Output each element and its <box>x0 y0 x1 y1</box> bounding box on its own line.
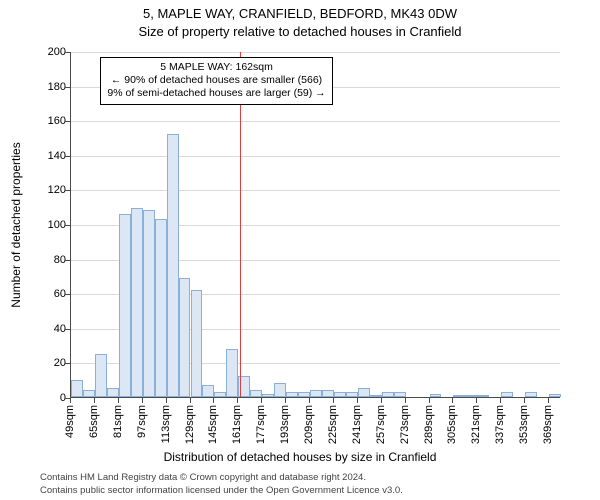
plot-area: 5 MAPLE WAY: 162sqm ← 90% of detached ho… <box>70 52 560 398</box>
annotation-line-3: 9% of semi-detached houses are larger (5… <box>107 87 325 100</box>
x-tick-label: 129sqm <box>184 405 196 444</box>
gridline <box>71 156 560 157</box>
x-tick-label: 337sqm <box>494 405 506 444</box>
x-tick-label: 113sqm <box>160 405 172 443</box>
histogram-bar <box>549 394 561 397</box>
x-tick-label: 273sqm <box>399 405 411 444</box>
y-tick-label: 160 <box>26 115 66 127</box>
histogram-bar <box>167 134 179 397</box>
histogram-bar <box>107 388 119 397</box>
annotation-line-1: 5 MAPLE WAY: 162sqm <box>107 61 325 74</box>
gridline <box>71 121 560 122</box>
histogram-bar <box>298 392 310 397</box>
y-tick-label: 80 <box>26 254 66 266</box>
histogram-bar <box>525 392 537 397</box>
histogram-bar <box>274 383 286 397</box>
histogram-bar <box>501 392 513 397</box>
y-tick-label: 180 <box>26 81 66 93</box>
y-tick-label: 0 <box>26 392 66 404</box>
x-tick-label: 193sqm <box>279 405 291 444</box>
gridline <box>71 52 560 53</box>
y-tick-label: 140 <box>26 150 66 162</box>
address-title: 5, MAPLE WAY, CRANFIELD, BEDFORD, MK43 0… <box>0 6 600 21</box>
histogram-bar <box>202 385 214 397</box>
histogram-bar <box>83 390 95 397</box>
histogram-bar <box>382 392 394 397</box>
histogram-bar <box>358 388 370 397</box>
x-tick-label: 257sqm <box>375 405 387 444</box>
x-tick-label: 353sqm <box>518 405 530 444</box>
histogram-bar <box>322 390 334 397</box>
y-tick-label: 120 <box>26 184 66 196</box>
histogram-bar <box>370 395 382 397</box>
histogram-bar <box>334 392 346 397</box>
y-tick-label: 200 <box>26 46 66 58</box>
y-tick-label: 40 <box>26 323 66 335</box>
histogram-bar <box>95 354 107 397</box>
footnote-licence: Contains public sector information licen… <box>40 485 403 496</box>
x-tick-label: 369sqm <box>542 405 554 444</box>
histogram-bar <box>226 349 238 397</box>
annotation-box: 5 MAPLE WAY: 162sqm ← 90% of detached ho… <box>100 57 332 104</box>
histogram-bar <box>430 394 442 397</box>
x-tick-label: 305sqm <box>446 405 458 444</box>
histogram-bar <box>155 219 167 397</box>
chart-title: Size of property relative to detached ho… <box>0 24 600 39</box>
histogram-bar <box>262 394 274 397</box>
x-tick-label: 241sqm <box>351 405 363 444</box>
y-axis-label: Number of detached properties <box>9 142 23 307</box>
x-tick-label: 225sqm <box>327 405 339 444</box>
histogram-bar <box>453 395 465 397</box>
histogram-bar <box>191 290 203 397</box>
x-tick-label: 209sqm <box>303 405 315 444</box>
histogram-bar <box>143 210 155 397</box>
histogram-bar <box>394 392 406 397</box>
x-tick-label: 49sqm <box>64 405 76 438</box>
histogram-bar <box>131 208 143 397</box>
x-tick-label: 321sqm <box>470 405 482 444</box>
x-tick-label: 161sqm <box>231 405 243 444</box>
annotation-line-2: ← 90% of detached houses are smaller (56… <box>107 74 325 87</box>
gridline <box>71 190 560 191</box>
x-tick-label: 81sqm <box>112 405 124 438</box>
chart-container: 5, MAPLE WAY, CRANFIELD, BEDFORD, MK43 0… <box>0 0 600 500</box>
histogram-bar <box>286 392 298 397</box>
histogram-bar <box>119 214 131 397</box>
histogram-bar <box>179 278 191 397</box>
histogram-bar <box>250 390 262 397</box>
x-tick-label: 65sqm <box>88 405 100 438</box>
x-tick-label: 97sqm <box>136 405 148 438</box>
x-axis-label: Distribution of detached houses by size … <box>0 450 600 464</box>
histogram-bar <box>214 392 226 397</box>
x-tick-label: 289sqm <box>423 405 435 444</box>
x-tick-label: 145sqm <box>207 405 219 444</box>
histogram-bar <box>346 392 358 397</box>
y-tick-label: 100 <box>26 219 66 231</box>
histogram-bar <box>477 395 489 397</box>
histogram-bar <box>71 380 83 397</box>
x-tick-label: 177sqm <box>255 405 267 444</box>
footnote-copyright: Contains HM Land Registry data © Crown c… <box>40 472 366 483</box>
y-tick-label: 20 <box>26 357 66 369</box>
histogram-bar <box>465 395 477 397</box>
y-tick-label: 60 <box>26 288 66 300</box>
histogram-bar <box>310 390 322 397</box>
